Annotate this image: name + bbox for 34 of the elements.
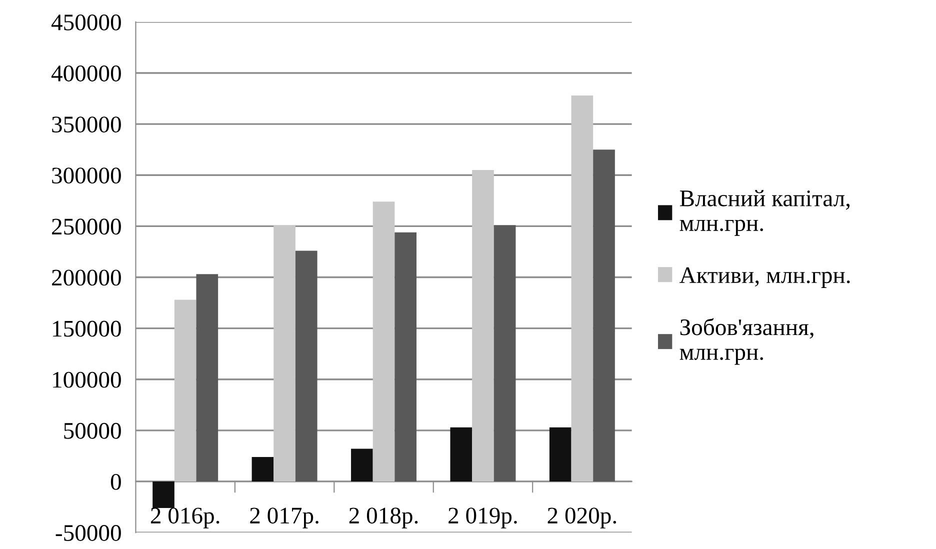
y-tick-label: 250000 bbox=[52, 218, 121, 235]
bar bbox=[174, 300, 196, 482]
bar bbox=[450, 427, 472, 482]
bar bbox=[295, 250, 318, 482]
y-tick-label: 450000 bbox=[51, 14, 121, 30]
bar bbox=[372, 202, 395, 482]
legend-label: Зобов'язання, млн.грн. bbox=[680, 318, 814, 365]
y-tick-label: -50000 bbox=[56, 525, 121, 541]
bar bbox=[152, 481, 174, 508]
y-tick-label: 350000 bbox=[52, 116, 121, 132]
y-tick-label: 100000 bbox=[53, 372, 121, 388]
bar bbox=[571, 95, 594, 482]
y-tick-label: 200000 bbox=[52, 270, 121, 286]
bar bbox=[196, 274, 218, 482]
x-tick-label: 2 016р. bbox=[150, 508, 220, 528]
x-tick-label: 2 018р. bbox=[349, 508, 418, 528]
bar bbox=[593, 150, 615, 482]
bar bbox=[351, 448, 373, 482]
x-tick-label: 2 017р. bbox=[250, 508, 318, 528]
bar bbox=[394, 232, 416, 482]
bar bbox=[549, 427, 572, 482]
y-tick-label: 0 bbox=[110, 474, 121, 490]
y-tick-label: 50000 bbox=[64, 422, 121, 439]
x-tick-label: 2 019р. bbox=[448, 508, 517, 528]
bar bbox=[274, 225, 296, 482]
bar bbox=[472, 170, 494, 482]
legend-label: Активи, млн.грн. bbox=[679, 267, 850, 288]
y-tick-label: 150000 bbox=[53, 320, 121, 337]
x-tick-label: 2 020р. bbox=[548, 508, 616, 528]
legend-label: Власний капітал, млн.грн. bbox=[680, 190, 850, 236]
bar bbox=[252, 456, 274, 482]
bar bbox=[494, 225, 516, 482]
y-tick-label: 400000 bbox=[51, 66, 121, 82]
y-tick-label: 300000 bbox=[52, 168, 121, 184]
